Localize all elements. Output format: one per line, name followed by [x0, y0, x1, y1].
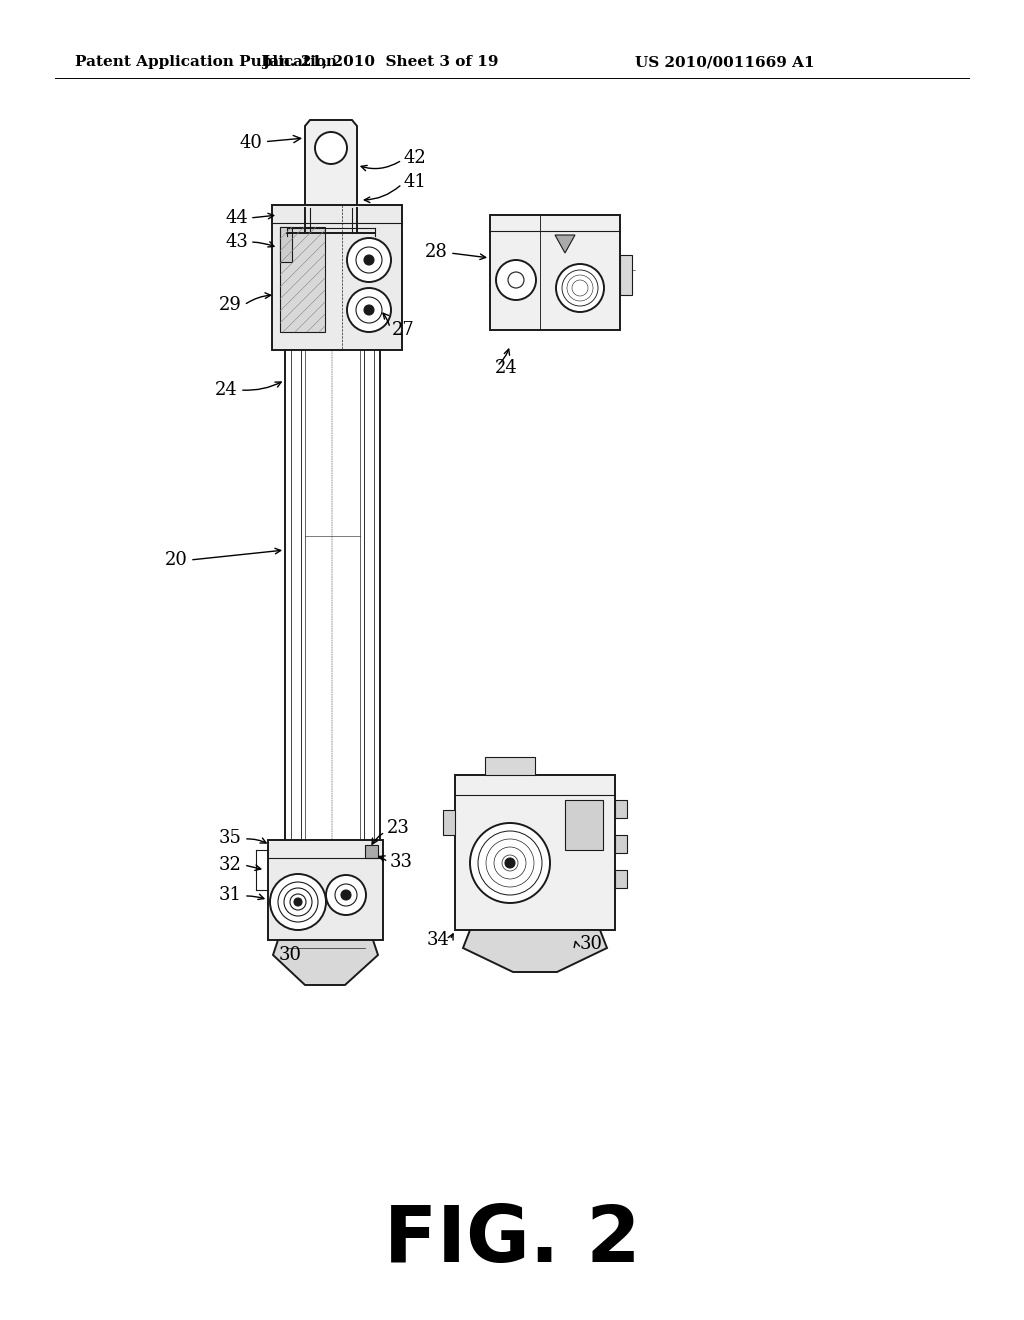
Bar [615, 836, 627, 853]
Circle shape [270, 874, 326, 931]
Bar [443, 810, 455, 836]
Text: 32: 32 [219, 855, 242, 874]
Bar [280, 227, 325, 333]
Bar [485, 756, 535, 775]
Text: 20: 20 [165, 550, 188, 569]
Circle shape [364, 255, 374, 265]
Polygon shape [463, 931, 607, 972]
Text: 30: 30 [279, 946, 301, 964]
Circle shape [315, 132, 347, 164]
Text: 33: 33 [390, 853, 413, 871]
Text: 23: 23 [387, 818, 410, 837]
Bar [455, 775, 615, 931]
Text: 44: 44 [225, 209, 248, 227]
Text: 41: 41 [404, 173, 427, 191]
Polygon shape [555, 235, 575, 253]
Text: Patent Application Publication: Patent Application Publication [75, 55, 337, 69]
Circle shape [556, 264, 604, 312]
Text: 24: 24 [495, 359, 518, 378]
Bar [615, 870, 627, 888]
Bar [272, 205, 402, 350]
Circle shape [505, 858, 515, 869]
Polygon shape [365, 845, 378, 858]
Bar [615, 800, 627, 818]
Text: Jan. 21, 2010  Sheet 3 of 19: Jan. 21, 2010 Sheet 3 of 19 [262, 55, 499, 69]
Circle shape [364, 305, 374, 315]
Text: US 2010/0011669 A1: US 2010/0011669 A1 [635, 55, 815, 69]
Bar [490, 215, 620, 330]
Bar [280, 227, 292, 261]
Text: 31: 31 [219, 886, 242, 904]
Text: 43: 43 [225, 234, 248, 251]
Bar [620, 255, 632, 294]
Circle shape [294, 898, 302, 906]
Text: 24: 24 [215, 381, 238, 399]
Circle shape [347, 288, 391, 333]
Text: FIG. 2: FIG. 2 [384, 1203, 640, 1278]
Circle shape [496, 260, 536, 300]
Circle shape [326, 875, 366, 915]
Text: 35: 35 [219, 829, 242, 847]
Text: 34: 34 [427, 931, 450, 949]
Bar [565, 800, 603, 850]
Text: 40: 40 [240, 135, 301, 152]
Text: 42: 42 [404, 149, 427, 168]
Polygon shape [305, 120, 357, 209]
Circle shape [341, 890, 351, 900]
Polygon shape [273, 940, 378, 985]
Circle shape [470, 822, 550, 903]
Circle shape [347, 238, 391, 282]
Text: 28: 28 [425, 243, 449, 261]
Bar [268, 840, 383, 940]
Text: 27: 27 [392, 321, 415, 339]
Text: 29: 29 [219, 296, 242, 314]
Text: 30: 30 [580, 935, 603, 953]
